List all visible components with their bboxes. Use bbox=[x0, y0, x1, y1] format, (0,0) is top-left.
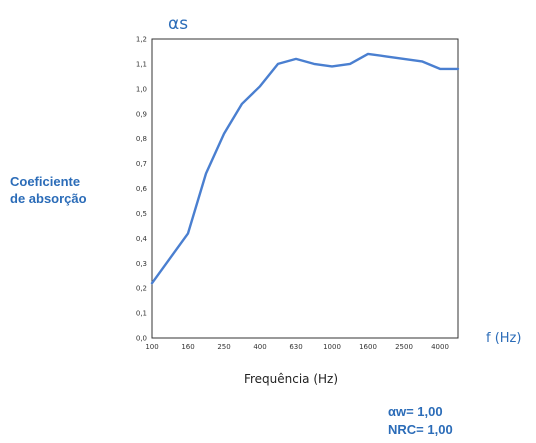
y-axis-title-line-1: Coeficiente bbox=[10, 174, 80, 189]
series-group bbox=[150, 52, 460, 285]
x-tick-label: 100 bbox=[145, 343, 158, 351]
y-tick-label: 0,5 bbox=[136, 210, 147, 218]
chart-title: αs bbox=[168, 14, 188, 34]
y-tick-label: 0,7 bbox=[136, 160, 147, 168]
y-tick-label: 1,1 bbox=[136, 60, 147, 68]
x-tick-label: 160 bbox=[181, 343, 194, 351]
y-tick-label: 0,1 bbox=[136, 310, 147, 318]
x-axis-title: Frequência (Hz) bbox=[244, 372, 338, 386]
y-tick-label: 1,2 bbox=[136, 36, 147, 44]
x-tick-label: 630 bbox=[289, 343, 302, 351]
axis-ticks: 0,0 0,1 0,2 0,3 0,4 0,5 0,6 0,7 0,8 0,9 1,0 1,1 1,2 1… bbox=[136, 36, 449, 352]
y-tick-label: 0,2 bbox=[136, 285, 147, 293]
x-tick-label: 1000 bbox=[323, 343, 341, 351]
x-tick-label: 400 bbox=[253, 343, 266, 351]
x-tick-label: 4000 bbox=[431, 343, 449, 351]
alpha-w-annotation: αw= 1,00 bbox=[388, 404, 443, 419]
x-tick-label: 2500 bbox=[395, 343, 413, 351]
x-tick-label: 1600 bbox=[359, 343, 377, 351]
y-axis-title-line-2: de absorção bbox=[10, 191, 87, 206]
y-tick-label: 0,9 bbox=[136, 110, 147, 118]
absorption-series-line bbox=[150, 52, 460, 285]
x-tick-label: 250 bbox=[217, 343, 230, 351]
y-tick-label: 0,4 bbox=[136, 235, 148, 243]
y-tick-label: 0,6 bbox=[136, 185, 148, 193]
x-axis-unit-label: f (Hz) bbox=[486, 331, 521, 346]
y-tick-label: 1,0 bbox=[136, 85, 147, 93]
y-tick-label: 0,8 bbox=[136, 135, 147, 143]
y-tick-label: 0,3 bbox=[136, 260, 147, 268]
y-tick-label: 0,0 bbox=[136, 335, 147, 343]
nrc-annotation: NRC= 1,00 bbox=[388, 422, 453, 437]
plot-frame bbox=[151, 38, 459, 339]
